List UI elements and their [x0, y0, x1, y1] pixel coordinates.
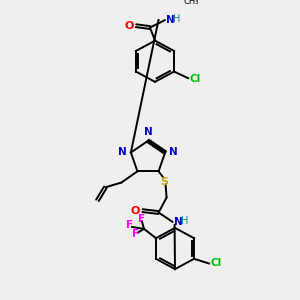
Text: Cl: Cl	[210, 259, 221, 269]
Text: O: O	[124, 21, 134, 31]
Text: F: F	[138, 214, 146, 224]
Text: N: N	[174, 217, 182, 227]
Text: O: O	[131, 206, 140, 216]
Text: N: N	[169, 148, 178, 158]
Text: N: N	[118, 148, 127, 158]
Text: S: S	[160, 177, 169, 187]
Text: N: N	[166, 15, 175, 25]
Text: N: N	[144, 127, 152, 137]
Text: CH₃: CH₃	[183, 0, 199, 6]
Text: H: H	[181, 216, 188, 226]
Text: F: F	[132, 229, 140, 238]
Text: Cl: Cl	[189, 74, 200, 84]
Text: H: H	[173, 14, 180, 24]
Text: F: F	[126, 220, 134, 230]
